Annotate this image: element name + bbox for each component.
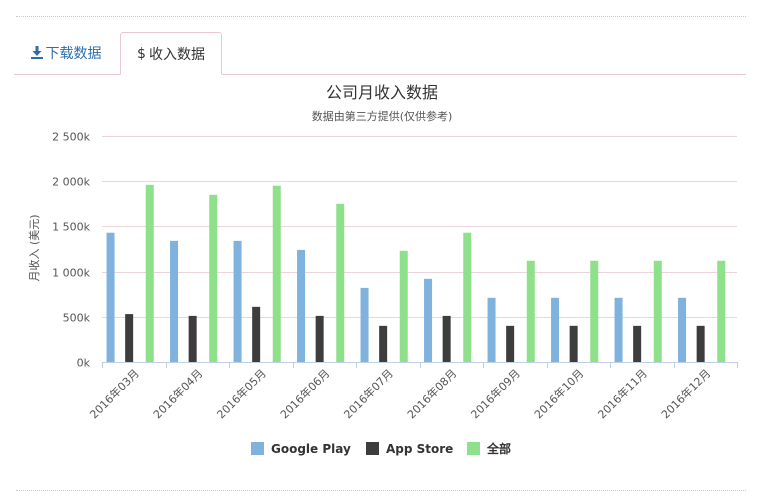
y-axis-label: 月收入 (美元) xyxy=(27,214,41,281)
bar-total xyxy=(590,260,599,362)
x-tick-label: 2016年07月 xyxy=(341,366,396,421)
bar-app-store xyxy=(569,325,578,362)
legend-label: App Store xyxy=(386,442,453,456)
bar-google-play xyxy=(297,249,306,362)
tab-income-label: 收入数据 xyxy=(148,46,205,63)
bars xyxy=(106,184,726,362)
chart-title: 公司月收入数据 xyxy=(326,83,438,102)
x-tick-label: 2016年03月 xyxy=(87,366,142,421)
y-tick-label: 2 500k xyxy=(52,131,90,144)
bar-google-play xyxy=(678,297,687,362)
bar-total xyxy=(209,194,218,362)
bar-app-store xyxy=(379,325,388,362)
x-tick-label: 2016年11月 xyxy=(595,366,650,421)
top-divider xyxy=(16,16,746,17)
bar-google-play xyxy=(170,240,179,362)
bar-total xyxy=(145,184,154,362)
legend-swatch xyxy=(251,442,264,455)
bar-total xyxy=(463,232,472,362)
bar-google-play xyxy=(487,297,496,362)
y-tick-label: 1 500k xyxy=(52,221,90,234)
bottom-divider xyxy=(16,490,746,491)
bar-app-store xyxy=(506,325,515,362)
bar-app-store xyxy=(252,306,261,362)
legend-label: 全部 xyxy=(486,441,511,456)
bar-google-play xyxy=(551,297,560,362)
legend: Google Play App Store 全部 xyxy=(251,441,511,456)
y-tick-label: 1 000k xyxy=(52,267,90,280)
bar-total xyxy=(336,203,345,362)
tab-income-data[interactable]: $ 收入数据 xyxy=(120,32,222,75)
x-tick-label: 2016年04月 xyxy=(150,366,205,421)
legend-label: Google Play xyxy=(271,442,351,456)
bar-total xyxy=(653,260,662,362)
x-tick-label: 2016年12月 xyxy=(658,366,713,421)
bar-total xyxy=(272,185,281,362)
x-tick-label: 2016年08月 xyxy=(404,366,459,421)
x-tick-label: 2016年05月 xyxy=(214,366,269,421)
bar-google-play xyxy=(424,278,433,362)
x-tick-label: 2016年09月 xyxy=(468,366,523,421)
grid-lines xyxy=(102,136,737,318)
bar-google-play xyxy=(360,287,369,362)
tab-download-label: 下载数据 xyxy=(45,45,102,62)
x-tick-label: 2016年06月 xyxy=(277,366,332,421)
bar-google-play xyxy=(106,232,115,362)
dollar-icon: $ xyxy=(137,45,146,62)
bar-total xyxy=(717,260,726,362)
legend-swatch xyxy=(366,442,379,455)
x-axis-ticks: 2016年03月 2016年04月 2016年05月 2016年06月 2016年07月… xyxy=(87,362,738,421)
bar-app-store xyxy=(188,315,197,362)
legend-swatch xyxy=(467,442,480,455)
bar-total xyxy=(526,260,535,362)
bar-google-play xyxy=(233,240,242,362)
x-tick-label: 2016年10月 xyxy=(531,366,586,421)
bar-app-store xyxy=(442,315,451,362)
y-tick-label: 0k xyxy=(77,357,91,370)
bar-app-store xyxy=(315,315,324,362)
bar-google-play xyxy=(614,297,623,362)
tab-download-data[interactable]: 下载数据 xyxy=(18,32,114,73)
y-tick-label: 500k xyxy=(63,312,91,325)
bar-app-store xyxy=(125,314,134,362)
y-axis-ticks: 0k 500k 1 000k 1 500k 2 000k 2 500k xyxy=(52,131,90,370)
y-tick-label: 2 000k xyxy=(52,176,90,189)
bar-total xyxy=(399,250,408,362)
chart-subtitle: 数据由第三方提供(仅供参考) xyxy=(312,109,453,123)
bar-app-store xyxy=(696,325,705,362)
download-icon xyxy=(30,46,43,59)
tab-bar: 下载数据 $ 收入数据 xyxy=(14,32,746,75)
bar-app-store xyxy=(633,325,642,362)
